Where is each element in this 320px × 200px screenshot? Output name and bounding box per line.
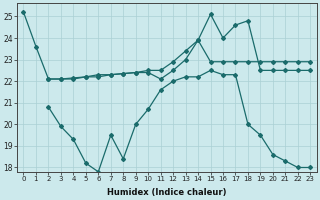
X-axis label: Humidex (Indice chaleur): Humidex (Indice chaleur) [107, 188, 227, 197]
